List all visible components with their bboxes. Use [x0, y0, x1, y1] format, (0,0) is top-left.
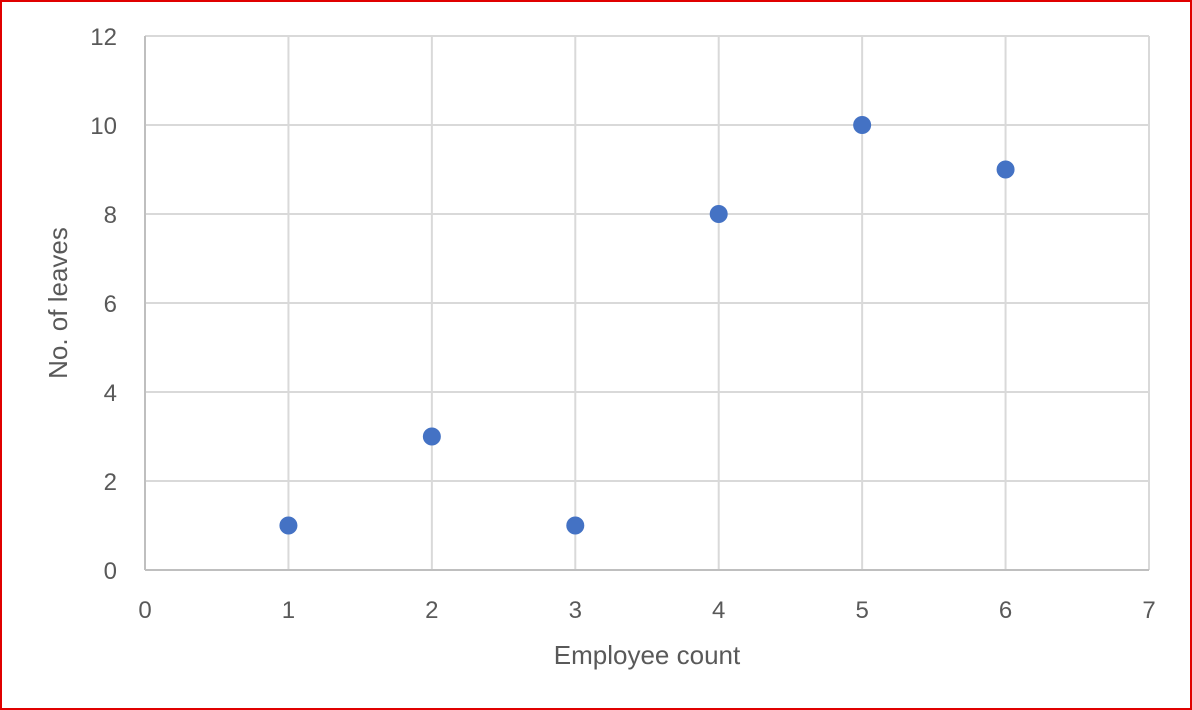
y-tick-label: 6	[104, 291, 117, 318]
data-point	[996, 160, 1015, 179]
y-tick-label: 10	[90, 113, 117, 140]
data-point	[566, 516, 585, 535]
x-axis-title: Employee count	[554, 640, 741, 670]
x-tick-label: 5	[855, 597, 868, 624]
x-tick-label: 7	[1142, 597, 1155, 624]
y-tick-label: 2	[104, 469, 117, 496]
y-tick-label: 12	[90, 24, 117, 51]
x-tick-label: 4	[712, 597, 725, 624]
data-point	[853, 116, 872, 134]
x-tick-label: 1	[282, 597, 295, 624]
x-tick-label: 6	[999, 597, 1012, 624]
y-axis-title: No. of leaves	[43, 227, 73, 379]
data-points	[279, 116, 1015, 535]
x-tick-label: 2	[425, 597, 438, 624]
y-tick-label: 0	[104, 558, 117, 585]
data-point	[422, 427, 441, 446]
x-tick-label: 0	[138, 597, 151, 624]
x-tick-label: 3	[569, 597, 582, 624]
data-point	[279, 516, 298, 535]
y-tick-label: 4	[104, 380, 117, 407]
data-point	[709, 205, 728, 223]
axes	[144, 36, 1149, 571]
y-tick-label: 8	[104, 202, 117, 229]
gridlines	[145, 35, 1150, 570]
